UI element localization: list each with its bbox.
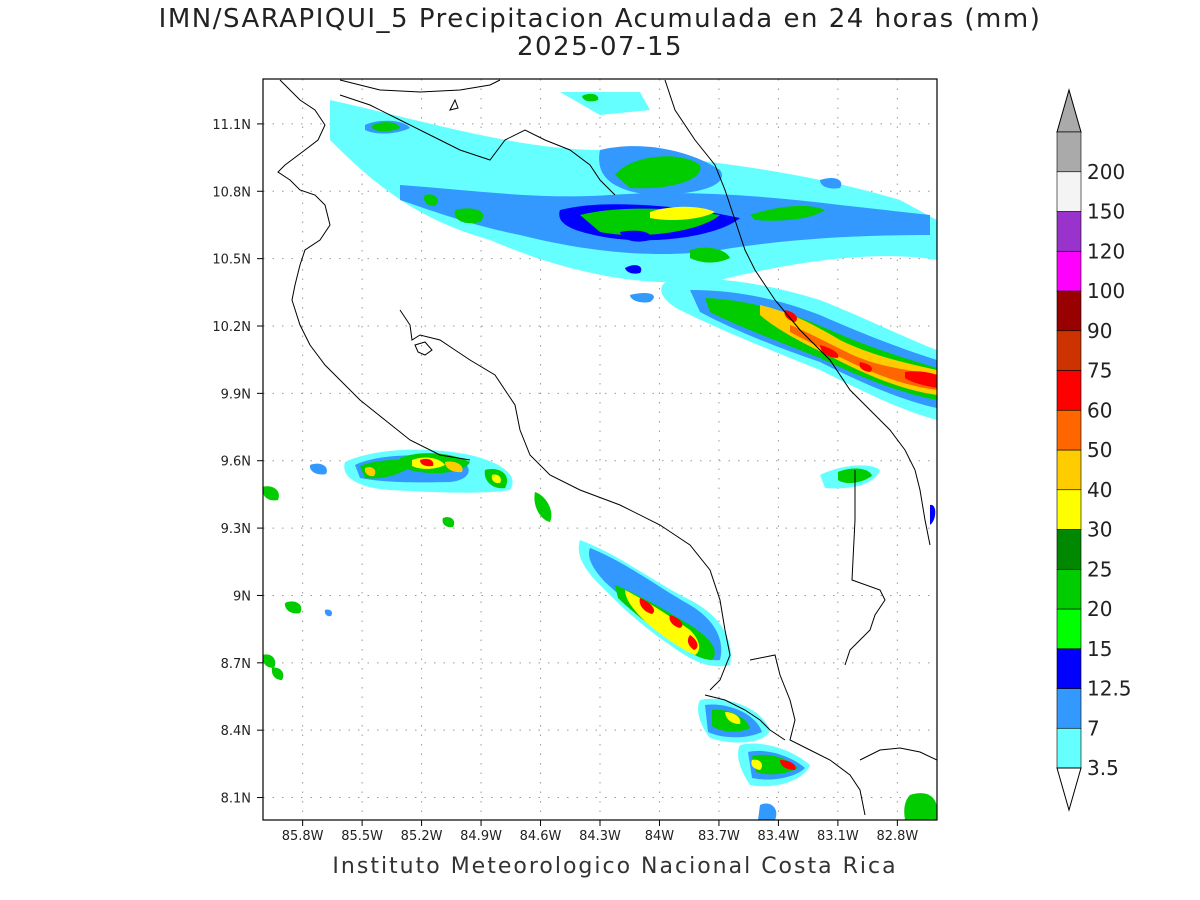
rain-band-south [263, 540, 937, 820]
colorbar-band [1056, 330, 1082, 371]
colorbar-label: 50 [1087, 438, 1112, 462]
colorbar-band [1056, 529, 1082, 570]
x-tick-label: 85.5W [341, 829, 383, 844]
colorbar-label: 75 [1087, 359, 1112, 383]
colorbar-label: 100 [1087, 279, 1125, 303]
colorbar-label: 150 [1087, 200, 1125, 224]
x-tick-label: 84.3W [579, 829, 621, 844]
colorbar-label: 7 [1087, 716, 1100, 740]
x-tick-label: 84.6W [520, 829, 562, 844]
colorbar-band [1056, 409, 1082, 451]
x-tick-label: 82.8W [876, 829, 918, 844]
colorbar-band [1056, 489, 1082, 530]
x-tick-label: 83.1W [817, 829, 859, 844]
colorbar-label: 60 [1087, 398, 1112, 422]
map-title: IMN/SARAPIQUI_5 Precipitacion Acumulada … [158, 4, 1042, 34]
y-tick-label: 10.5N [212, 253, 251, 268]
y-tick-label: 10.8N [212, 185, 251, 200]
y-tick-label: 8.7N [221, 657, 251, 672]
colorbar-band [1056, 568, 1082, 610]
coastlines [277, 79, 937, 816]
axis-labels: 85.8W 85.5W 85.2W 84.9W 84.6W 84.3W 84W 83.7W 83… [212, 118, 918, 844]
credit-text: Instituto Meteorologico Nacional Costa R… [332, 854, 898, 879]
y-tick-label: 10.2N [212, 320, 251, 335]
colorbar-label: 3.5 [1087, 756, 1119, 780]
colorbar-bottom-arrow [1056, 767, 1082, 812]
x-tick-label: 83.4W [758, 829, 800, 844]
colorbar-top-arrow [1056, 88, 1082, 133]
colorbar-band [1056, 211, 1082, 252]
y-tick-label: 9.3N [221, 522, 251, 537]
colorbar-label: 200 [1087, 160, 1125, 184]
colorbar-label: 20 [1087, 597, 1112, 621]
colorbar-band [1056, 688, 1082, 729]
colorbar-label: 12.5 [1087, 677, 1132, 701]
colorbar-label: 15 [1087, 637, 1112, 661]
colorbar-label: 120 [1087, 239, 1125, 263]
colorbar-label: 25 [1087, 557, 1112, 581]
rain-band-north [330, 92, 937, 303]
y-tick-label: 9.6N [221, 455, 251, 470]
y-tick-label: 9N [233, 589, 251, 604]
x-tick-label: 84W [645, 829, 675, 844]
colorbar-band [1056, 370, 1082, 411]
x-tick-label: 85.2W [401, 829, 443, 844]
colorbar-band [1056, 250, 1082, 292]
colorbar-band [1056, 171, 1082, 212]
colorbar-band [1056, 131, 1082, 173]
colorbar-band [1056, 648, 1082, 689]
map-date: 2025-07-15 [516, 32, 684, 62]
x-tick-label: 85.8W [282, 829, 324, 844]
x-tick-label: 84.9W [460, 829, 502, 844]
colorbar-label: 40 [1087, 478, 1112, 502]
map-frame [262, 78, 938, 821]
y-tick-label: 11.1N [212, 118, 251, 133]
colorbar-label: 90 [1087, 319, 1112, 343]
colorbar-label: 30 [1087, 518, 1112, 542]
precipitation-field [263, 79, 937, 820]
colorbar-band [1056, 290, 1082, 332]
colorbar-band [1056, 449, 1082, 491]
y-tick-label: 9.9N [221, 387, 251, 402]
y-tick-label: 8.1N [221, 792, 251, 807]
rain-band-east [661, 278, 937, 420]
y-tick-label: 8.4N [221, 724, 251, 739]
colorbar-band [1056, 608, 1082, 650]
colorbar-band [1056, 727, 1082, 769]
colorbar: 3.5 7 12.5 15 20 25 30 40 50 60 75 90 100 120 150 200 [1056, 88, 1132, 812]
x-tick-label: 83.7W [698, 829, 740, 844]
rain-cells-pacific [263, 449, 936, 528]
